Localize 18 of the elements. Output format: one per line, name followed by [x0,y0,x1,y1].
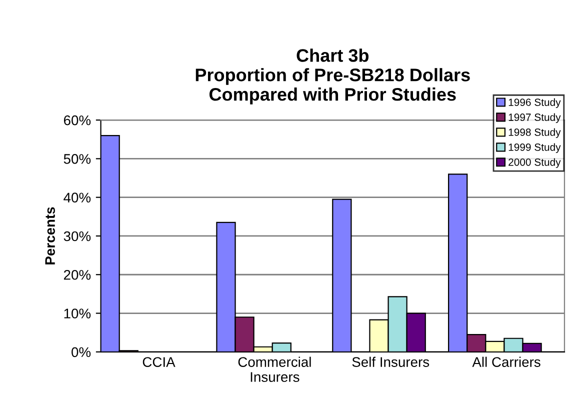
y-tick-label: 20% [64,270,91,280]
x-tick-label: All Carriers [472,356,540,367]
legend-label: 1998 Study [508,128,561,138]
legend-label: 1999 Study [508,143,561,153]
legend-label: 1997 Study [508,113,561,123]
y-tick-label: 40% [64,192,91,203]
y-tick-label: 10% [64,308,91,318]
y-axis-title: Percents [45,207,55,264]
chart-title: Chart 3b Proportion of Pre-SB218 Dollars Compared with Prior Studies [196,48,470,104]
x-tick-label: CCIA [142,357,176,367]
x-tick-label: Commercial Insurers [238,356,311,382]
y-tick-label: 30% [64,231,91,242]
legend-label: 2000 Study [508,158,561,168]
legend-label: 1996 Study [508,98,561,108]
y-tick-label: 60% [64,115,91,126]
x-tick-label: Self Insurers [352,356,430,367]
y-tick-label: 50% [64,154,91,164]
y-tick-label: 0% [72,347,91,358]
